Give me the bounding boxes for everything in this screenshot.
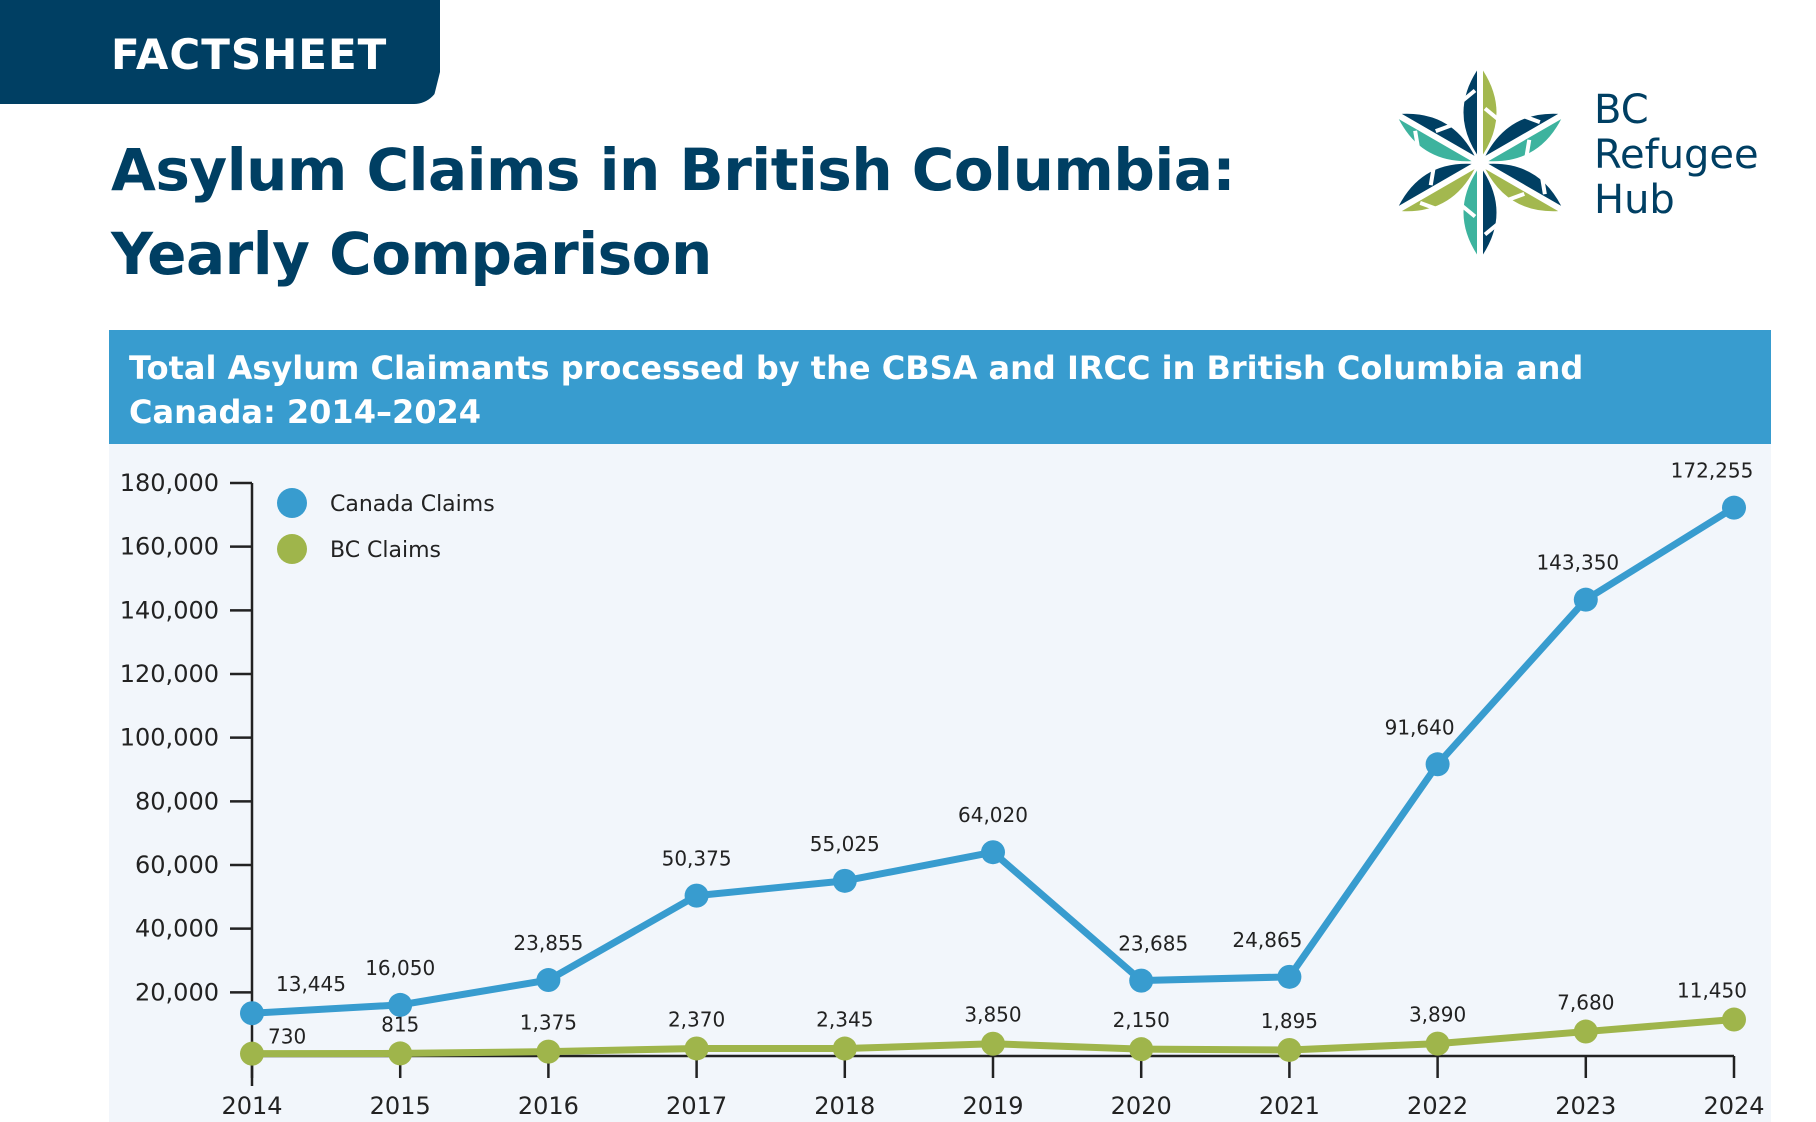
data-point	[536, 968, 561, 993]
data-point	[388, 1041, 413, 1066]
data-point	[240, 1041, 264, 1066]
data-label: 64,020	[958, 803, 1028, 827]
chart-title-line-1: Total Asylum Claimants processed by the …	[129, 349, 1584, 387]
data-point	[832, 868, 857, 893]
data-point	[1277, 964, 1302, 989]
data-label: 91,640	[1385, 715, 1455, 739]
title-line-2: Yearly Comparison	[111, 220, 712, 288]
data-label: 3,890	[1409, 1003, 1466, 1027]
data-label: 7,680	[1557, 991, 1614, 1015]
x-tick-label: 2018	[814, 1092, 875, 1120]
x-tick-label: 2020	[1111, 1092, 1172, 1120]
x-tick-label: 2024	[1703, 1092, 1764, 1120]
data-label: 172,255	[1671, 459, 1754, 483]
data-point	[388, 992, 413, 1017]
data-point	[981, 1031, 1005, 1056]
data-label: 143,350	[1536, 551, 1619, 575]
data-point	[1129, 1037, 1154, 1062]
legend-marker-icon	[277, 488, 307, 518]
legend-label: Canada Claims	[330, 492, 495, 517]
y-tick-label: 120,000	[120, 660, 219, 688]
data-point	[832, 1036, 857, 1061]
chart-title: Total Asylum Claimants processed by the …	[129, 346, 1629, 434]
data-point	[684, 883, 709, 908]
canada-claims-line	[251, 504, 1736, 1017]
data-point	[1722, 1007, 1746, 1032]
factsheet-label: FACTSHEET	[111, 30, 388, 79]
x-tick-label: 2016	[518, 1092, 579, 1120]
data-label: 1,895	[1261, 1009, 1318, 1033]
data-label: 50,375	[662, 847, 732, 871]
page-title: Asylum Claims in British Columbia: Yearl…	[111, 128, 1236, 296]
data-label: 23,855	[513, 931, 583, 955]
logo-line-2: Refugee	[1594, 132, 1759, 178]
data-label: 24,865	[1232, 928, 1302, 952]
data-label: 2,150	[1113, 1008, 1170, 1032]
y-tick-label: 160,000	[120, 533, 219, 561]
x-tick-label: 2017	[666, 1092, 727, 1120]
data-point	[240, 1001, 264, 1026]
chart-header-band: Total Asylum Claimants processed by the …	[109, 330, 1771, 444]
title-line-1: Asylum Claims in British Columbia:	[111, 136, 1236, 204]
logo-text: BC Refugee Hub	[1594, 88, 1759, 223]
x-tick-label: 2022	[1407, 1092, 1468, 1120]
y-tick-label: 60,000	[135, 851, 219, 879]
data-label: 55,025	[810, 832, 880, 856]
data-label: 2,345	[816, 1008, 873, 1032]
x-tick-label: 2015	[370, 1092, 431, 1120]
data-label: 11,450	[1677, 979, 1747, 1003]
legend-marker-icon	[277, 534, 307, 564]
y-tick-label: 100,000	[120, 724, 219, 752]
chart-title-line-2: Canada: 2014–2024	[129, 393, 482, 431]
data-label: 3,850	[964, 1003, 1021, 1027]
data-label: 13,445	[276, 972, 346, 996]
data-point	[1129, 968, 1154, 993]
data-point	[536, 1039, 561, 1064]
x-tick-label: 2014	[221, 1092, 282, 1120]
data-label: 23,685	[1118, 932, 1188, 956]
data-point	[1277, 1037, 1302, 1062]
bc-refugee-hub-logo-icon	[1398, 70, 1562, 255]
data-point	[1722, 495, 1746, 520]
data-point	[1425, 1031, 1450, 1056]
data-point	[1425, 752, 1450, 777]
y-tick-label: 40,000	[135, 915, 219, 943]
y-tick-label: 80,000	[135, 787, 219, 815]
data-label: 2,370	[668, 1007, 725, 1031]
y-tick-label: 180,000	[120, 469, 219, 497]
data-point	[981, 840, 1005, 865]
data-point	[1573, 587, 1598, 612]
data-point	[684, 1036, 709, 1061]
y-tick-label: 20,000	[135, 978, 219, 1006]
y-tick-label: 140,000	[120, 596, 219, 624]
data-point	[1573, 1019, 1598, 1044]
x-tick-label: 2019	[962, 1092, 1023, 1120]
logo-line-3: Hub	[1594, 177, 1675, 223]
data-label: 16,050	[365, 956, 435, 980]
data-label: 730	[268, 1025, 306, 1049]
logo-line-1: BC	[1594, 87, 1649, 133]
legend-label: BC Claims	[330, 538, 441, 563]
x-tick-label: 2021	[1259, 1092, 1320, 1120]
factsheet-tab	[0, 0, 440, 104]
x-tick-label: 2023	[1555, 1092, 1616, 1120]
data-label: 1,375	[520, 1011, 577, 1035]
